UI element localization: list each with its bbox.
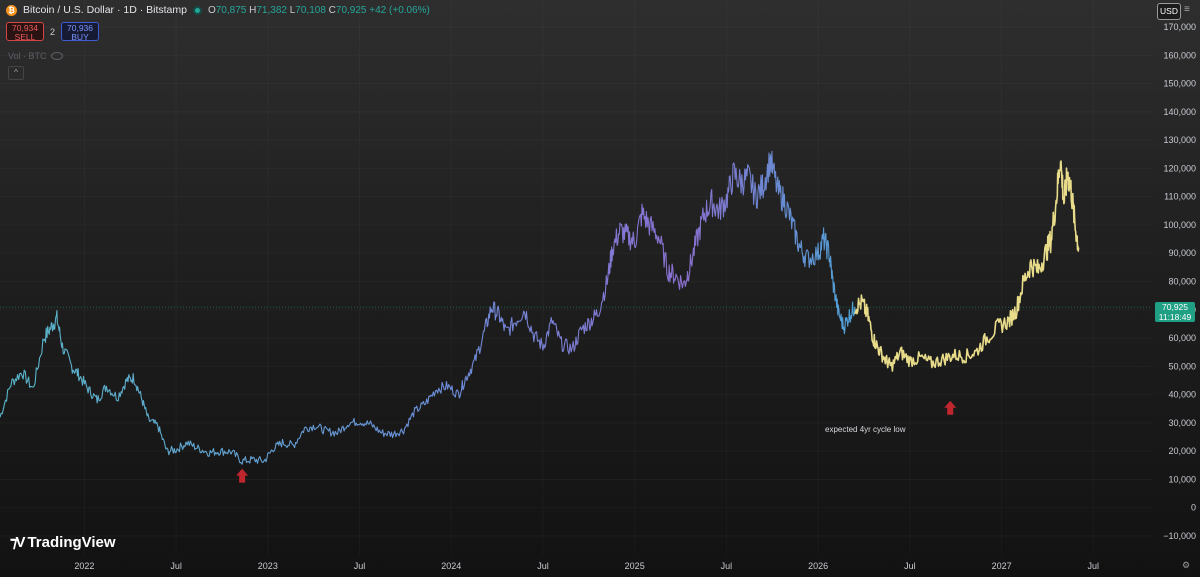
price-tick-label: 140,000 — [1163, 107, 1196, 117]
price-tick-label: 170,000 — [1163, 22, 1196, 32]
tradingview-logo-text: TradingView — [27, 533, 116, 551]
price-tick-label: 40,000 — [1168, 390, 1196, 400]
trade-panel: 70,934 SELL 2 70,936 BUY — [6, 22, 100, 42]
market-status-icon — [192, 5, 202, 15]
time-tick-label: Jul — [904, 561, 916, 571]
chart-header: ₿ Bitcoin / U.S. Dollar · 1D · Bitstamp … — [6, 4, 430, 16]
tradingview-logo: ⁊V TradingView — [10, 533, 116, 552]
up-arrow-marker — [944, 400, 957, 415]
price-tick-label: 100,000 — [1163, 220, 1196, 230]
volume-indicator-label: Vol · BTC — [8, 51, 47, 61]
time-tick-label: 2027 — [992, 561, 1012, 571]
price-tick-label: 60,000 — [1168, 333, 1196, 343]
time-tick-label: 2022 — [74, 561, 94, 571]
price-tick-label: 30,000 — [1168, 418, 1196, 428]
arrow-layer — [236, 400, 957, 483]
price-tick-label: 20,000 — [1168, 446, 1196, 456]
time-tick-label: 2026 — [808, 561, 828, 571]
current-price-value: 70,925 — [1162, 302, 1188, 312]
price-tick-label: 0 — [1191, 503, 1196, 513]
open-value: 70,875 — [215, 4, 247, 16]
ohlc-values: O70,875 H71,382 L70,108 C70,925 +42 (+0.… — [208, 5, 430, 16]
time-axis[interactable]: 2022 Jul 2023 Jul 2024 Jul 2025 Jul 2026 Jul 2027 J… — [0, 555, 1200, 577]
price-tick-label: 80,000 — [1168, 277, 1196, 287]
buy-price: 70,936 — [67, 23, 94, 33]
high-value: 71,382 — [256, 4, 287, 16]
close-label: C — [328, 4, 336, 16]
time-tick-label: 2023 — [258, 561, 278, 571]
spread-value: 2 — [50, 26, 56, 37]
candle-countdown: 11:18:49 — [1158, 312, 1192, 322]
eye-icon[interactable] — [50, 52, 63, 60]
volume-indicator[interactable]: Vol · BTC — [8, 51, 63, 61]
price-tick-label: 10,000 — [1168, 474, 1196, 484]
buy-label: BUY — [71, 32, 89, 42]
time-tick-label: Jul — [721, 561, 733, 571]
price-tick-label: 160,000 — [1163, 50, 1196, 60]
time-tick-label: Jul — [1088, 561, 1100, 571]
settings-icon[interactable]: ⚙ — [1182, 560, 1191, 570]
symbol-title[interactable]: Bitcoin / U.S. Dollar · 1D · Bitstamp — [23, 4, 187, 16]
currency-button[interactable]: USD — [1157, 3, 1181, 20]
projected-price-series — [854, 160, 1080, 372]
low-label: L — [289, 4, 296, 16]
price-tick-label: 150,000 — [1163, 79, 1196, 89]
series-layer — [0, 150, 1080, 465]
tradingview-logo-icon: ⁊V — [10, 534, 26, 551]
time-tick-label: Jul — [537, 561, 549, 571]
low-value: 70,108 — [295, 4, 326, 16]
more-menu-icon[interactable]: ≡ — [1184, 4, 1190, 15]
sell-button[interactable]: 70,934 SELL — [6, 22, 44, 42]
actual-price-series — [0, 150, 856, 465]
price-tick-label: 50,000 — [1168, 361, 1196, 371]
close-value: 70,925 — [335, 4, 367, 16]
price-tick-label: −10,000 — [1163, 531, 1196, 541]
price-tick-label: 110,000 — [1164, 192, 1196, 202]
cycle-low-annotation: expected 4yr cycle low — [825, 425, 906, 434]
up-arrow-marker — [236, 468, 249, 483]
time-tick-label: Jul — [170, 561, 182, 571]
buy-button[interactable]: 70,936 BUY — [61, 22, 100, 42]
price-tick-label: 130,000 — [1163, 135, 1196, 145]
time-tick-label: Jul — [354, 561, 366, 571]
chart-area[interactable] — [0, 0, 1152, 555]
open-label: O — [207, 4, 216, 16]
price-tick-label: 90,000 — [1168, 248, 1196, 258]
chart-grid — [0, 0, 1152, 555]
high-label: H — [249, 4, 257, 16]
price-tick-label: 120,000 — [1163, 163, 1196, 173]
collapse-legend-button[interactable]: ^ — [8, 66, 24, 80]
price-chart[interactable] — [0, 0, 1152, 555]
time-tick-label: 2025 — [625, 561, 645, 571]
chevron-up-icon: ^ — [14, 68, 18, 77]
time-tick-label: 2024 — [441, 561, 461, 571]
current-price-tag: 70,925 11:18:49 — [1155, 302, 1195, 322]
bitcoin-icon: ₿ — [6, 4, 17, 16]
sell-label: SELL — [14, 32, 36, 42]
change-value: +42 (+0.06%) — [369, 4, 430, 16]
sell-price: 70,934 — [12, 23, 38, 33]
price-axis[interactable]: 170,000 160,000 150,000 140,000 130,000 120,0… — [1152, 0, 1200, 555]
